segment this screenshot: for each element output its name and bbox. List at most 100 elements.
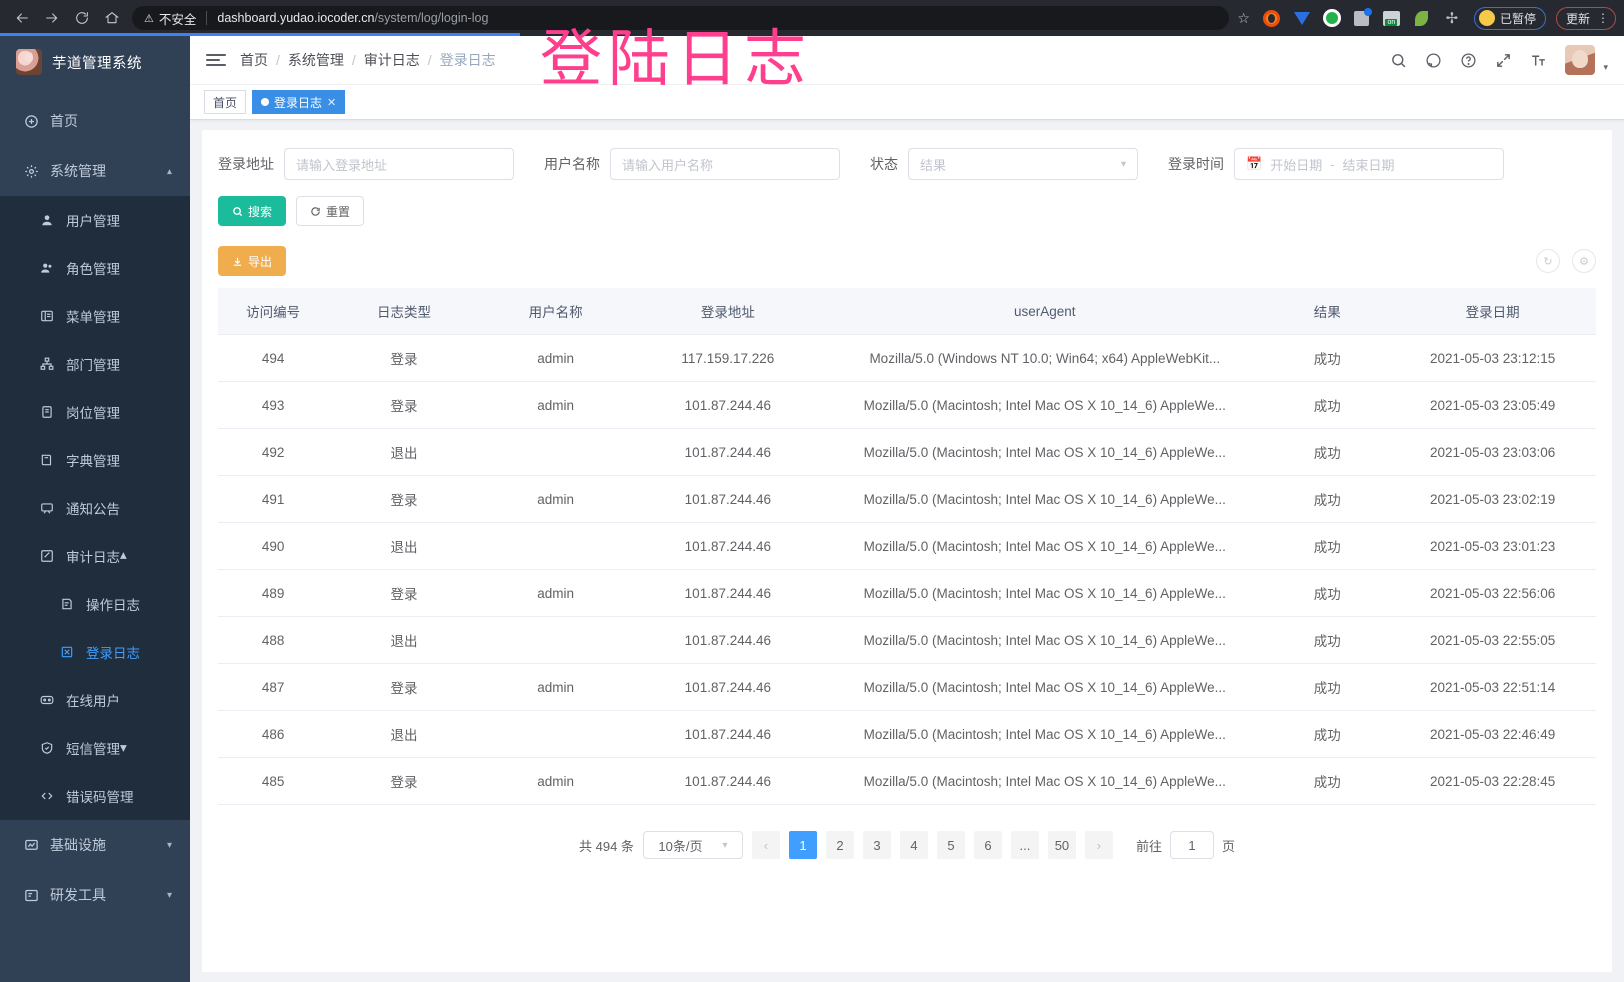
- font-size-icon[interactable]: [1530, 52, 1547, 69]
- sidebar-item-role-mgmt[interactable]: 角色管理: [0, 244, 190, 292]
- update-button[interactable]: 更新 ⋮: [1555, 6, 1616, 30]
- help-icon[interactable]: [1460, 52, 1477, 69]
- sidebar-item-dict-mgmt[interactable]: 字典管理: [0, 436, 190, 484]
- table-row[interactable]: 493 登录 admin 101.87.244.46 Mozilla/5.0 (Maci…: [218, 381, 1596, 429]
- cell-ip: 101.87.244.46: [631, 381, 825, 429]
- home-icon[interactable]: [98, 4, 126, 32]
- sidebar-item-login-log[interactable]: 登录日志: [56, 628, 190, 676]
- address-bar[interactable]: ⚠ 不安全 dashboard.yudao.iocoder.cn/system/…: [132, 6, 1230, 30]
- chrome-menu-icon[interactable]: ⋮: [1597, 11, 1609, 25]
- page-number-6[interactable]: 6: [973, 831, 1002, 859]
- extension-toggle-on-icon[interactable]: [1381, 7, 1403, 29]
- cell-useragent: Mozilla/5.0 (Macintosh; Intel Mac OS X 1…: [824, 428, 1266, 476]
- fullscreen-icon[interactable]: [1495, 52, 1512, 69]
- cell-date: 2021-05-03 23:12:15: [1389, 334, 1596, 382]
- sidebar-logo[interactable]: 芋道管理系统: [0, 36, 190, 88]
- breadcrumb-item-audit[interactable]: 审计日志: [363, 52, 420, 68]
- bookmark-star-icon[interactable]: ☆: [1237, 9, 1250, 26]
- table-row[interactable]: 492 退出 101.87.244.46 Mozilla/5.0 (Macintosh…: [218, 428, 1596, 476]
- status-select[interactable]: 结果 ▾: [908, 148, 1138, 180]
- table-row[interactable]: 486 退出 101.87.244.46 Mozilla/5.0 (Macintosh…: [218, 710, 1596, 758]
- page-ellipsis[interactable]: ...: [1010, 831, 1039, 859]
- date-range-picker[interactable]: 📅 开始日期 - 结束日期: [1234, 148, 1504, 180]
- refresh-icon[interactable]: ↻: [1536, 249, 1560, 273]
- breadcrumb-item-home[interactable]: 首页: [240, 52, 268, 68]
- page-number-5[interactable]: 5: [936, 831, 965, 859]
- extension-odysseus-icon[interactable]: [1261, 7, 1283, 29]
- sidebar-item-operation-log[interactable]: 操作日志: [56, 580, 190, 628]
- extension-diamond-icon[interactable]: [1291, 7, 1313, 29]
- page-number-50[interactable]: 50: [1047, 831, 1076, 859]
- sidebar-item-notice[interactable]: 通知公告: [0, 484, 190, 532]
- username-input[interactable]: 请输入用户名称: [610, 148, 840, 180]
- cell-id: 485: [218, 757, 329, 805]
- page-number-1[interactable]: 1: [788, 831, 817, 859]
- jump-input[interactable]: 1: [1169, 831, 1214, 859]
- avatar[interactable]: [1565, 45, 1596, 75]
- back-icon[interactable]: [8, 4, 36, 32]
- sidebar-item-dept-mgmt[interactable]: 部门管理: [0, 340, 190, 388]
- extension-clipboard-icon[interactable]: [1351, 7, 1373, 29]
- sidebar-toggle-icon[interactable]: [206, 54, 226, 66]
- prev-page-button[interactable]: ‹: [751, 831, 780, 859]
- sidebar-item-user-mgmt[interactable]: 用户管理: [0, 196, 190, 244]
- breadcrumb-item-system[interactable]: 系统管理: [287, 52, 344, 68]
- page-jumper: 前往 1 页: [1136, 831, 1235, 859]
- reset-button[interactable]: 重置: [296, 196, 365, 226]
- search-icon[interactable]: [1390, 52, 1407, 69]
- cell-result: 成功: [1265, 569, 1390, 617]
- sidebar-item-system[interactable]: 系统管理 ▾: [0, 146, 190, 196]
- table-row[interactable]: 491 登录 admin 101.87.244.46 Mozilla/5.0 (Maci…: [218, 475, 1596, 523]
- tag-home[interactable]: 首页: [204, 90, 247, 114]
- export-button[interactable]: 导出: [218, 246, 287, 276]
- sidebar-item-infra[interactable]: 基础设施 ▾: [0, 820, 190, 870]
- cell-user: [479, 710, 632, 758]
- table-row[interactable]: 489 登录 admin 101.87.244.46 Mozilla/5.0 (Maci…: [218, 569, 1596, 617]
- role-icon: [36, 261, 58, 275]
- home-icon: [20, 114, 42, 129]
- page-size-select[interactable]: 10条/页 ▾: [642, 831, 743, 859]
- sidebar-item-sms-mgmt[interactable]: 短信管理 ▾: [0, 724, 190, 772]
- table-row[interactable]: 490 退出 101.87.244.46 Mozilla/5.0 (Macintosh…: [218, 522, 1596, 570]
- username-label: 用户名称: [544, 156, 600, 172]
- cell-type: 退出: [328, 522, 480, 570]
- table-toolbar: 导出 ↻ ⚙: [218, 246, 1596, 276]
- github-icon[interactable]: [1425, 52, 1442, 69]
- table-row[interactable]: 494 登录 admin 117.159.17.226 Mozilla/5.0 (Win…: [218, 334, 1596, 382]
- search-button[interactable]: 搜索: [218, 196, 287, 226]
- column-settings-icon[interactable]: ⚙: [1572, 249, 1596, 273]
- cell-type: 登录: [328, 569, 480, 617]
- page-number-3[interactable]: 3: [862, 831, 891, 859]
- sidebar-item-error-code[interactable]: 错误码管理: [0, 772, 190, 820]
- extension-wechat-icon[interactable]: [1321, 7, 1343, 29]
- cell-type: 退出: [328, 710, 480, 758]
- forward-icon[interactable]: [38, 4, 66, 32]
- table-row[interactable]: 488 退出 101.87.244.46 Mozilla/5.0 (Macintosh…: [218, 616, 1596, 664]
- cell-type: 登录: [328, 663, 480, 711]
- reload-icon[interactable]: [68, 4, 96, 32]
- tag-login-log[interactable]: 登录日志 ✕: [252, 90, 346, 114]
- cell-ip: 117.159.17.226: [631, 334, 825, 382]
- sidebar-item-online-user[interactable]: 在线用户: [0, 676, 190, 724]
- sidebar-item-post-mgmt[interactable]: 岗位管理: [0, 388, 190, 436]
- sidebar-item-audit-log[interactable]: 审计日志 ▾: [0, 532, 190, 580]
- extensions-puzzle-icon[interactable]: ✢: [1445, 10, 1459, 27]
- sidebar-item-home[interactable]: 首页: [0, 96, 190, 146]
- extension-leaf-icon[interactable]: [1411, 7, 1433, 29]
- sidebar-item-menu-mgmt[interactable]: 菜单管理: [0, 292, 190, 340]
- paused-status-badge[interactable]: 已暂停: [1473, 6, 1546, 30]
- dept-icon: [36, 357, 58, 371]
- page-number-2[interactable]: 2: [825, 831, 854, 859]
- table-row[interactable]: 487 登录 admin 101.87.244.46 Mozilla/5.0 (Maci…: [218, 663, 1596, 711]
- login-address-input[interactable]: 请输入登录地址: [284, 148, 514, 180]
- sidebar-item-dev-tools[interactable]: 研发工具 ▾: [0, 870, 190, 920]
- close-icon[interactable]: ✕: [327, 96, 337, 109]
- cell-type: 登录: [328, 381, 480, 429]
- security-label: 不安全: [158, 12, 197, 27]
- table-row[interactable]: 485 登录 admin 101.87.244.46 Mozilla/5.0 (Maci…: [218, 757, 1596, 805]
- cell-type: 登录: [328, 334, 480, 382]
- chevron-down-icon[interactable]: ▾: [1603, 62, 1608, 72]
- page-number-4[interactable]: 4: [899, 831, 928, 859]
- total-count: 共 494 条: [579, 838, 634, 854]
- next-page-button[interactable]: ›: [1084, 831, 1113, 859]
